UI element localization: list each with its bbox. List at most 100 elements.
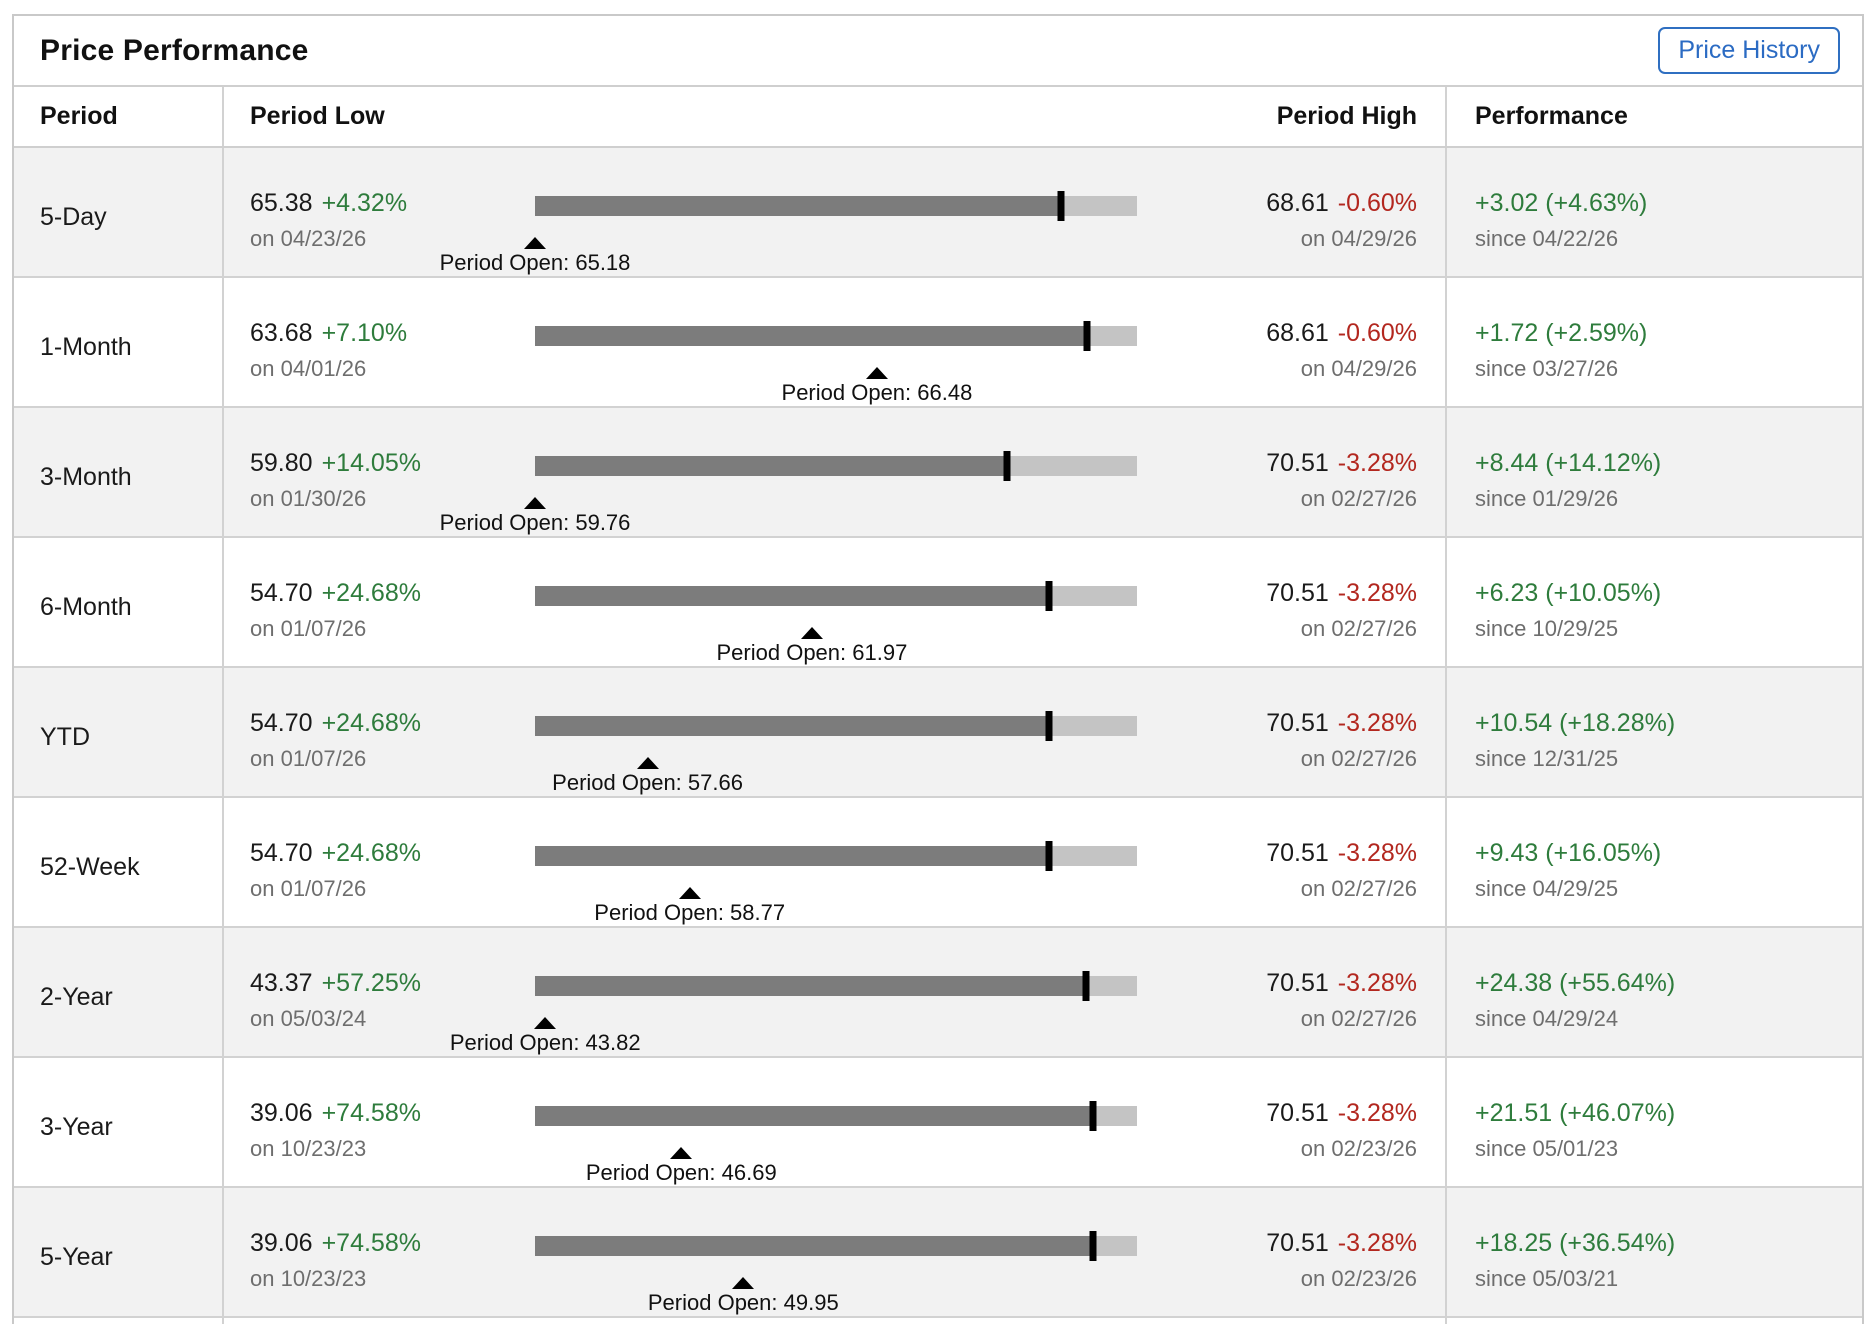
period-open-label: Period Open: 49.95 [647, 1290, 839, 1315]
performance-since: since 05/03/21 [1475, 1266, 1619, 1291]
period-high-block: 70.51 -3.28% on 02/23/26 [1266, 1228, 1417, 1292]
high-date: on 04/29/26 [1300, 226, 1417, 251]
period-label: 3-Month [14, 408, 224, 536]
performance-value: +1.72 (+2.59%) [1475, 319, 1648, 347]
period-open-label: Period Open: 59.76 [439, 510, 631, 535]
period-high-block: 70.51 -3.28% on 02/27/26 [1266, 578, 1417, 642]
period-low-block: 59.80 +14.05% on 01/30/26 [250, 448, 421, 512]
price-history-button[interactable]: Price History [1658, 27, 1840, 74]
low-date: on 01/07/26 [250, 876, 367, 901]
period-open-marker-icon [678, 887, 701, 899]
period-high-block: 70.51 -3.28% on 02/23/26 [1266, 1098, 1417, 1162]
low-change: +24.68% [321, 709, 421, 737]
period-open-label: Period Open: 65.18 [439, 250, 631, 275]
price-performance-widget: Price Performance Price History Period P… [12, 14, 1864, 1324]
performance-since: since 12/31/25 [1475, 746, 1619, 771]
bar-track [535, 711, 1137, 741]
performance-since: since 04/22/26 [1475, 226, 1619, 251]
period-label: 5-Year [14, 1188, 224, 1316]
partial-next-row [14, 1318, 1862, 1324]
bar-track [535, 581, 1137, 611]
bar-fill [535, 326, 1088, 346]
performance-value: +6.23 (+10.05%) [1475, 579, 1662, 607]
low-date: on 01/07/26 [250, 746, 367, 771]
header-mid: Period Low Period High [224, 87, 1447, 146]
high-price: 68.61 [1266, 319, 1329, 347]
price-range-bar: Period Open: 46.69 [535, 1058, 1137, 1188]
low-price: 63.68 [250, 319, 313, 347]
high-change: -3.28% [1337, 1099, 1417, 1127]
bar-fill [535, 586, 1050, 606]
low-date: on 10/23/23 [250, 1136, 367, 1161]
current-price-tick [1082, 971, 1090, 1001]
performance-value: +9.43 (+16.05%) [1475, 839, 1662, 867]
table-row: 3-Month 59.80 +14.05% on 01/30/26 Period … [14, 408, 1862, 538]
period-open-label: Period Open: 57.66 [552, 770, 743, 795]
current-price-tick [1057, 191, 1065, 221]
period-high-block: 70.51 -3.28% on 02/27/26 [1266, 448, 1417, 512]
performance-value: +10.54 (+18.28%) [1475, 709, 1676, 737]
period-high-block: 70.51 -3.28% on 02/27/26 [1266, 708, 1417, 772]
period-label: 1-Month [14, 278, 224, 406]
low-price: 65.38 [250, 189, 313, 217]
header-period-high: Period High [1276, 102, 1417, 130]
period-low-block: 63.68 +7.10% on 04/01/26 [250, 318, 407, 382]
price-range-bar: Period Open: 61.97 [535, 538, 1137, 668]
performance-since: since 05/01/23 [1475, 1136, 1619, 1161]
period-high-block: 68.61 -0.60% on 04/29/26 [1266, 318, 1417, 382]
bar-fill [535, 846, 1050, 866]
period-open-marker-icon [670, 1147, 693, 1159]
high-price: 68.61 [1266, 189, 1329, 217]
price-range-bar: Period Open: 65.18 [440, 148, 1137, 278]
period-label: 3-Year [14, 1058, 224, 1186]
low-price: 39.06 [250, 1229, 313, 1257]
bar-track [535, 1231, 1137, 1261]
low-date: on 05/03/24 [250, 1006, 367, 1031]
period-open-marker-icon [865, 367, 888, 379]
period-open-marker-icon [524, 497, 546, 509]
low-price: 43.37 [250, 969, 313, 997]
header-period: Period [14, 87, 224, 146]
current-price-tick [1089, 1101, 1097, 1131]
performance-since: since 04/29/25 [1475, 876, 1619, 901]
low-price: 54.70 [250, 839, 313, 867]
period-label: 5-Day [14, 148, 224, 276]
period-open-marker-icon [534, 1017, 557, 1029]
low-price: 54.70 [250, 709, 313, 737]
high-date: on 04/29/26 [1300, 356, 1417, 381]
price-range-bar: Period Open: 57.66 [535, 668, 1137, 798]
bar-track [535, 451, 1137, 481]
high-change: -3.28% [1337, 1229, 1417, 1257]
high-price: 70.51 [1266, 1229, 1329, 1257]
period-low-block: 54.70 +24.68% on 01/07/26 [250, 708, 421, 772]
low-change: +14.05% [321, 449, 421, 477]
period-label: 52-Week [14, 798, 224, 926]
performance-value: +8.44 (+14.12%) [1475, 449, 1662, 477]
performance-since: since 04/29/24 [1475, 1006, 1619, 1031]
high-change: -3.28% [1337, 969, 1417, 997]
widget-titlebar: Price Performance Price History [14, 16, 1862, 87]
high-change: -3.28% [1337, 449, 1417, 477]
performance-value: +21.51 (+46.07%) [1475, 1099, 1676, 1127]
high-price: 70.51 [1266, 839, 1329, 867]
period-open-label: Period Open: 43.82 [449, 1030, 641, 1055]
high-date: on 02/27/26 [1300, 616, 1417, 641]
period-label: YTD [14, 668, 224, 796]
low-price: 54.70 [250, 579, 313, 607]
bar-track [535, 191, 1137, 221]
high-date: on 02/27/26 [1300, 486, 1417, 511]
low-change: +24.68% [321, 579, 421, 607]
performance-since: since 03/27/26 [1475, 356, 1619, 381]
high-date: on 02/27/26 [1300, 746, 1417, 771]
low-date: on 04/23/26 [250, 226, 367, 251]
high-price: 70.51 [1266, 579, 1329, 607]
period-open-marker-icon [800, 627, 823, 639]
high-change: -0.60% [1337, 189, 1417, 217]
bar-track [535, 971, 1137, 1001]
low-change: +74.58% [321, 1229, 421, 1257]
period-low-block: 54.70 +24.68% on 01/07/26 [250, 578, 421, 642]
bar-track [535, 841, 1137, 871]
high-change: -3.28% [1337, 709, 1417, 737]
high-change: -3.28% [1337, 579, 1417, 607]
low-date: on 10/23/23 [250, 1266, 367, 1291]
